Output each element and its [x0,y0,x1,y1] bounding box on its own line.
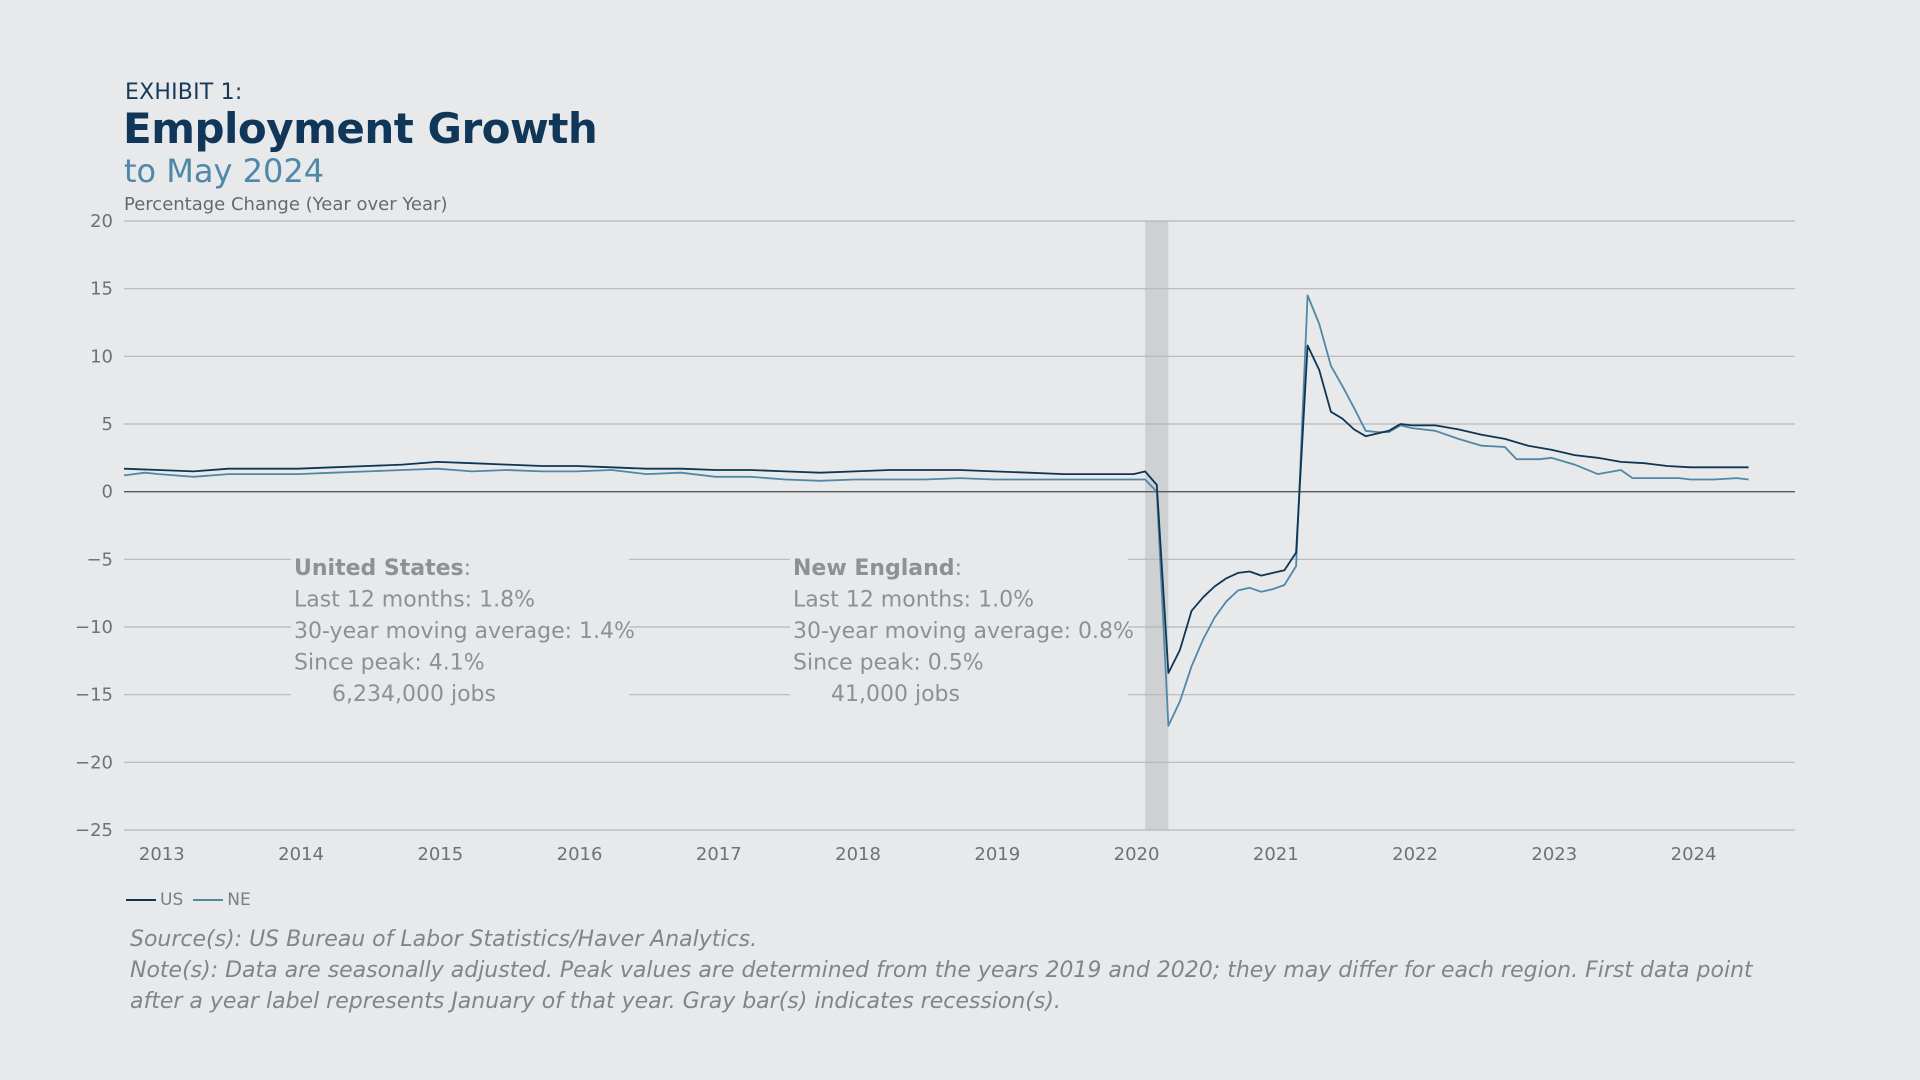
annotation-line: 41,000 jobs [831,682,960,707]
y-tick-label: 20 [90,211,113,232]
legend-swatch-ne [193,899,224,901]
annotation-box-bg [291,549,629,709]
legend-label-ne: NE [227,890,251,910]
source-notes: Source(s): US Bureau of Labor Statistics… [130,924,1770,1017]
x-tick-labels: 2013 2014 2015 2016 2017 2018 2019 2020 2021 2022… [139,844,1717,865]
source-text: Source(s): US Bureau of Labor Statistics… [130,927,758,952]
annotation-line: 30-year moving average: 1.4% [294,619,635,644]
recession-bar-0 [1145,221,1169,830]
x-tick-label: 2021 [1253,844,1299,865]
annotation-region: United States: [294,556,471,581]
annotation-line: 6,234,000 jobs [332,682,496,707]
y-tick-label: 0 [102,482,113,503]
x-tick-label: 2017 [696,844,742,865]
y-tick-labels: −25 −20 −15 −10 −5 0 5 10 15 20 [75,211,113,841]
annotation-line: Last 12 months: 1.8% [294,588,535,613]
annotation-line: 30-year moving average: 0.8% [793,619,1134,644]
legend-item-us: US [126,890,183,910]
chart-title: Employment Growth [123,104,598,153]
y-tick-label: 10 [90,346,113,367]
legend-item-ne: NE [193,890,251,910]
annotation-region-name: United States [294,556,464,581]
stat-annotations: United States: Last 12 months: 1.8% 30-yea… [291,549,1134,709]
y-tick-label: 5 [102,414,113,435]
series-line-ne [123,294,1749,727]
y-tick-label: 15 [90,279,113,300]
x-tick-label: 2023 [1531,844,1577,865]
x-tick-label: 2022 [1392,844,1438,865]
y-tick-label: −10 [75,617,113,638]
annotation-colon: : [955,556,962,581]
series-lines [123,294,1749,727]
annotation-line: Since peak: 0.5% [793,651,984,676]
y-tick-label: −20 [75,752,113,773]
y-tick-label: −25 [75,820,113,841]
series-line-us [123,344,1749,674]
y-axis-label: Percentage Change (Year over Year) [124,194,448,215]
grid-lines [124,220,1795,831]
x-tick-label: 2016 [557,844,603,865]
legend-label-us: US [160,890,184,910]
exhibit-label: EXHIBIT 1: [125,80,243,105]
x-tick-label: 2014 [278,844,324,865]
annotation-region: New England: [793,556,962,581]
y-tick-label: −15 [75,685,113,706]
x-tick-label: 2015 [417,844,463,865]
note-text: Note(s): Data are seasonally adjusted. P… [130,958,1753,1014]
annotation-line: Last 12 months: 1.0% [793,588,1034,613]
chart-subtitle: to May 2024 [124,152,325,190]
annotation-region-name: New England [793,556,955,581]
x-tick-label: 2024 [1671,844,1717,865]
x-tick-label: 2019 [974,844,1020,865]
x-tick-label: 2020 [1114,844,1160,865]
x-tick-label: 2018 [835,844,881,865]
x-tick-label: 2013 [139,844,185,865]
annotation-line: Since peak: 4.1% [294,651,485,676]
y-tick-label: −5 [86,549,113,570]
annotation-colon: : [464,556,471,581]
legend-swatch-us [126,899,156,901]
annotation-box-bg [790,549,1128,709]
chart-legend: US NE [126,890,261,910]
recession-bars [1145,221,1169,830]
